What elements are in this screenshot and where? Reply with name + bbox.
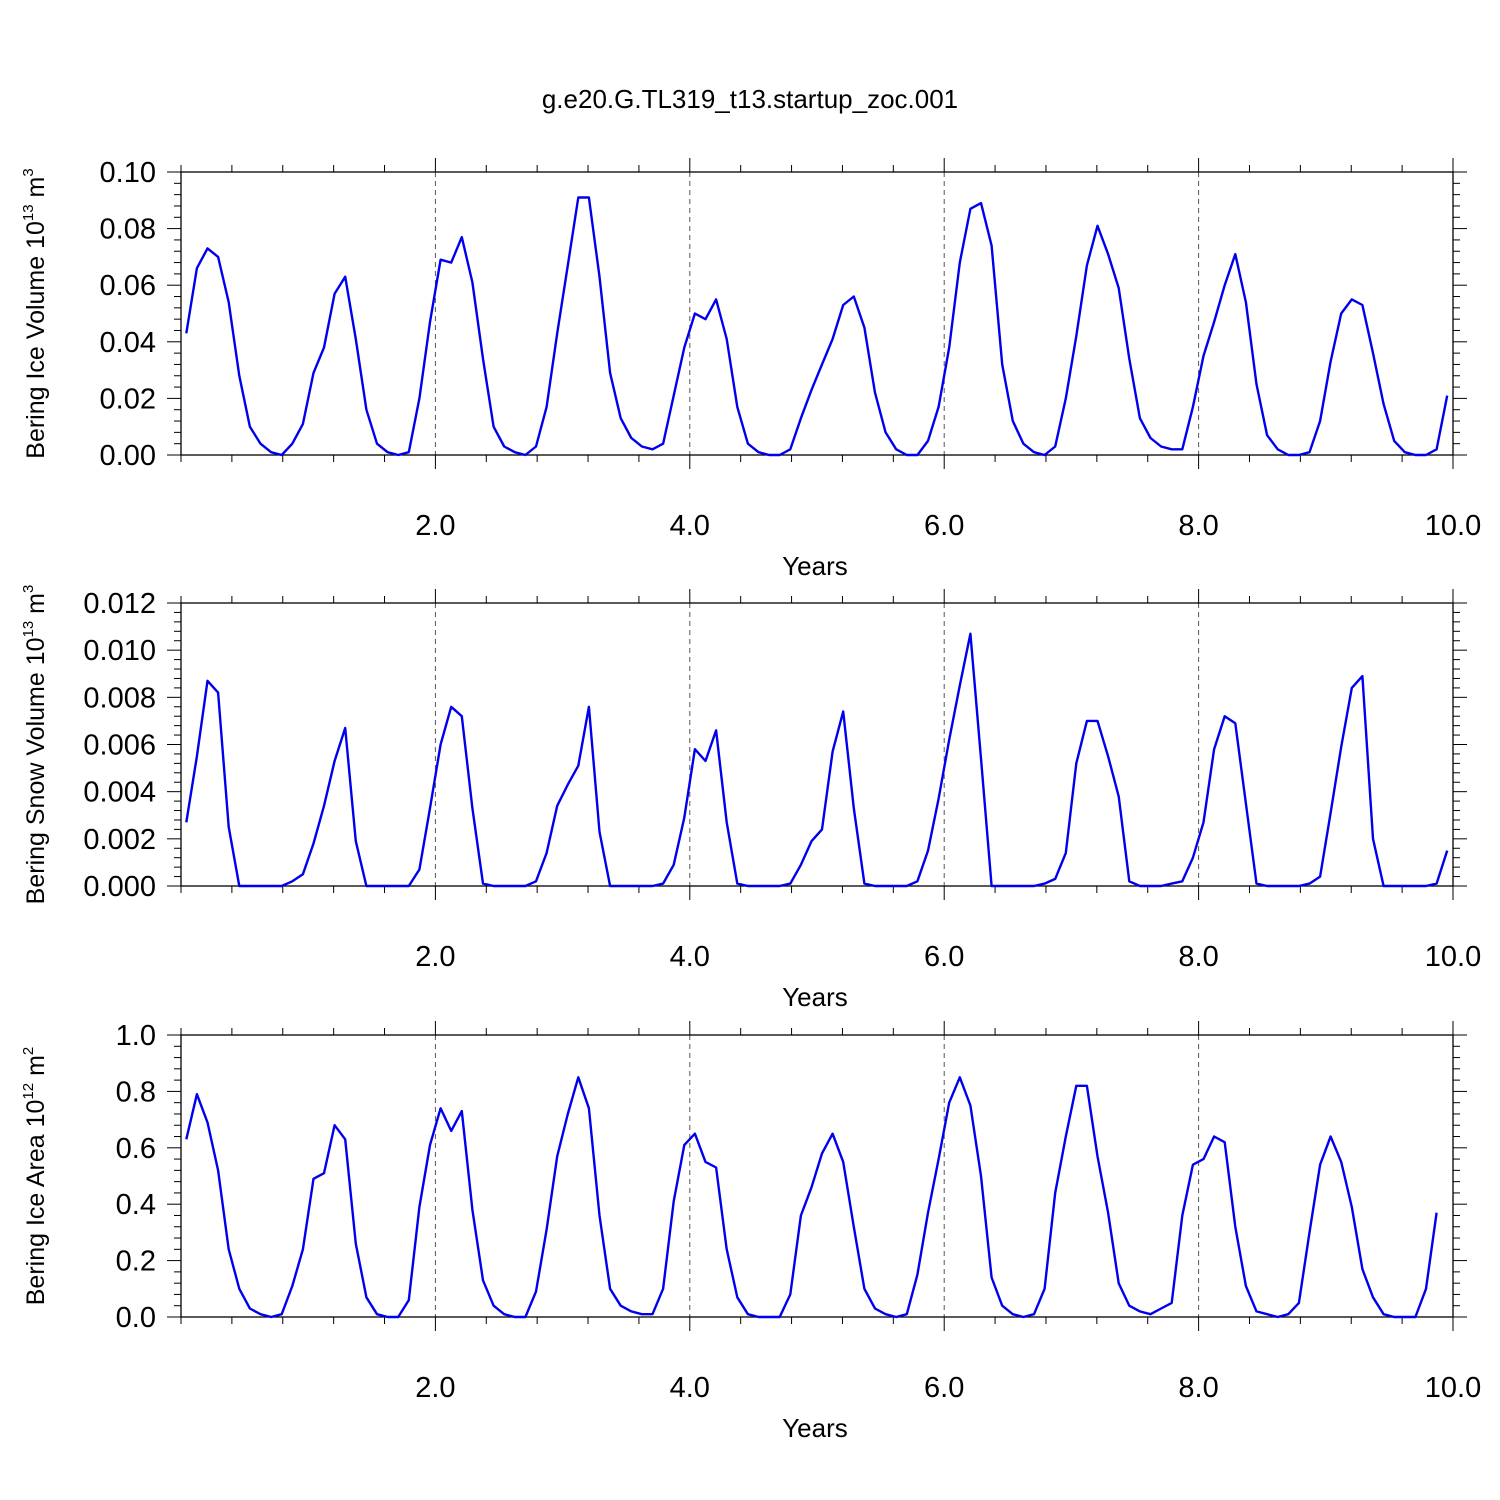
ice-area-ylabel-exp: 12 — [20, 1083, 37, 1100]
snow-volume-xtick-label: 10.0 — [1425, 941, 1481, 973]
ice-area-xlabel: Years — [782, 1413, 848, 1443]
ice-area-ytick-label: 0.0 — [116, 1302, 156, 1334]
ice-volume-ylabel-exp: 13 — [20, 204, 37, 221]
ice-area-ylabel: Bering Ice Area 1012 m2 — [20, 1047, 50, 1306]
ice-area-xtick-label: 8.0 — [1178, 1372, 1218, 1404]
ice-volume-xtick-label: 10.0 — [1425, 510, 1481, 542]
ice-volume-xtick-label: 4.0 — [670, 510, 710, 542]
snow-volume-series-line — [185, 632, 1449, 888]
ice-volume-ytick-label: 0.10 — [100, 157, 156, 189]
ice-volume-ytick-label: 0.06 — [100, 270, 156, 302]
ice-area-panel: 0.0 0.2 0.4 0.6 0.8 1.0 2.0 4.0 6.0 8.0 10.0 Years B… — [20, 1020, 1481, 1443]
snow-volume-xtick-label: 8.0 — [1178, 941, 1218, 973]
ice-area-ytick-label: 0.6 — [116, 1133, 156, 1165]
snow-volume-ytick-label: 0.006 — [83, 730, 156, 762]
snow-volume-ylabel: Bering Snow Volume 1013 m3 — [20, 585, 50, 905]
snow-volume-xtick-label: 6.0 — [924, 941, 964, 973]
ice-volume-ytick-label: 0.04 — [100, 327, 156, 359]
ice-volume-series-line — [185, 196, 1449, 457]
ice-area-ylabel-unit: m — [22, 1055, 50, 1083]
ice-area-ytick-label: 1.0 — [116, 1020, 156, 1052]
snow-volume-xtick-label: 4.0 — [670, 941, 710, 973]
ice-volume-xtick-label: 6.0 — [924, 510, 964, 542]
ice-area-ytick-label: 0.2 — [116, 1246, 156, 1278]
snow-volume-ylabel-name: Bering Snow Volume 10 — [22, 637, 50, 904]
chart-title: g.e20.G.TL319_t13.startup_zoc.001 — [542, 84, 958, 114]
ice-area-ytick-label: 0.4 — [116, 1189, 156, 1221]
ice-volume-ytick-label: 0.00 — [100, 440, 156, 472]
panels: 0.000.020.040.060.080.102.0 4.0 6.0 8.0 10.0… — [20, 157, 1481, 1443]
ice-area-frame — [180, 1034, 1454, 1318]
ice-volume-frame — [180, 171, 1454, 456]
ice-area-ylabel-unit-exp: 2 — [20, 1047, 37, 1055]
snow-volume-xlabel: Years — [782, 982, 848, 1012]
snow-volume-ylabel-exp: 13 — [20, 621, 37, 638]
snow-volume-ytick-label: 0.010 — [83, 635, 156, 667]
ice-volume-ytick-label: 0.02 — [100, 383, 156, 415]
ice-area-series-line — [185, 1076, 1438, 1319]
snow-volume-frame — [180, 602, 1454, 887]
snow-volume-ytick-label: 0.000 — [83, 871, 156, 903]
snow-volume-ytick-label: 0.002 — [83, 824, 156, 856]
ice-volume-ylabel-unit: m — [22, 177, 50, 205]
snow-volume-panel: 0.000 0.002 0.004 0.006 0.008 0.010 0.012 2.0 4.… — [20, 585, 1481, 1012]
ice-volume-xtick-label: 8.0 — [1178, 510, 1218, 542]
ice-volume-ylabel-unit-exp: 3 — [20, 168, 37, 176]
ice-volume-xlabel: Years — [782, 551, 848, 581]
ice-area-ytick-label: 0.8 — [116, 1076, 156, 1108]
ice-volume-panel: 0.00 0.02 0.04 0.06 0.08 0.10 2.0 4.0 6.0 8.0 10.0… — [20, 157, 1481, 581]
ice-area-ylabel-name: Bering Ice Area 10 — [22, 1100, 50, 1306]
snow-volume-ytick-label: 0.012 — [83, 588, 156, 620]
snow-volume-ytick-label: 0.004 — [83, 777, 156, 809]
ice-area-xtick-label: 4.0 — [670, 1372, 710, 1404]
ice-area-xtick-label: 6.0 — [924, 1372, 964, 1404]
ice-area-xtick-label: 2.0 — [415, 1372, 455, 1404]
snow-volume-ylabel-unit-exp: 3 — [20, 585, 37, 593]
ice-volume-xtick-label: 2.0 — [415, 510, 455, 542]
ice-area-xtick-label: 10.0 — [1425, 1372, 1481, 1404]
ice-volume-ytick-label: 0.08 — [100, 214, 156, 246]
ice-volume-ylabel: Bering Ice Volume 1013 m3 — [20, 168, 50, 458]
ice-volume-ylabel-name: Bering Ice Volume 10 — [22, 221, 50, 459]
snow-volume-ylabel-unit: m — [22, 593, 50, 621]
snow-volume-xtick-label: 2.0 — [415, 941, 455, 973]
snow-volume-ytick-label: 0.008 — [83, 682, 156, 714]
